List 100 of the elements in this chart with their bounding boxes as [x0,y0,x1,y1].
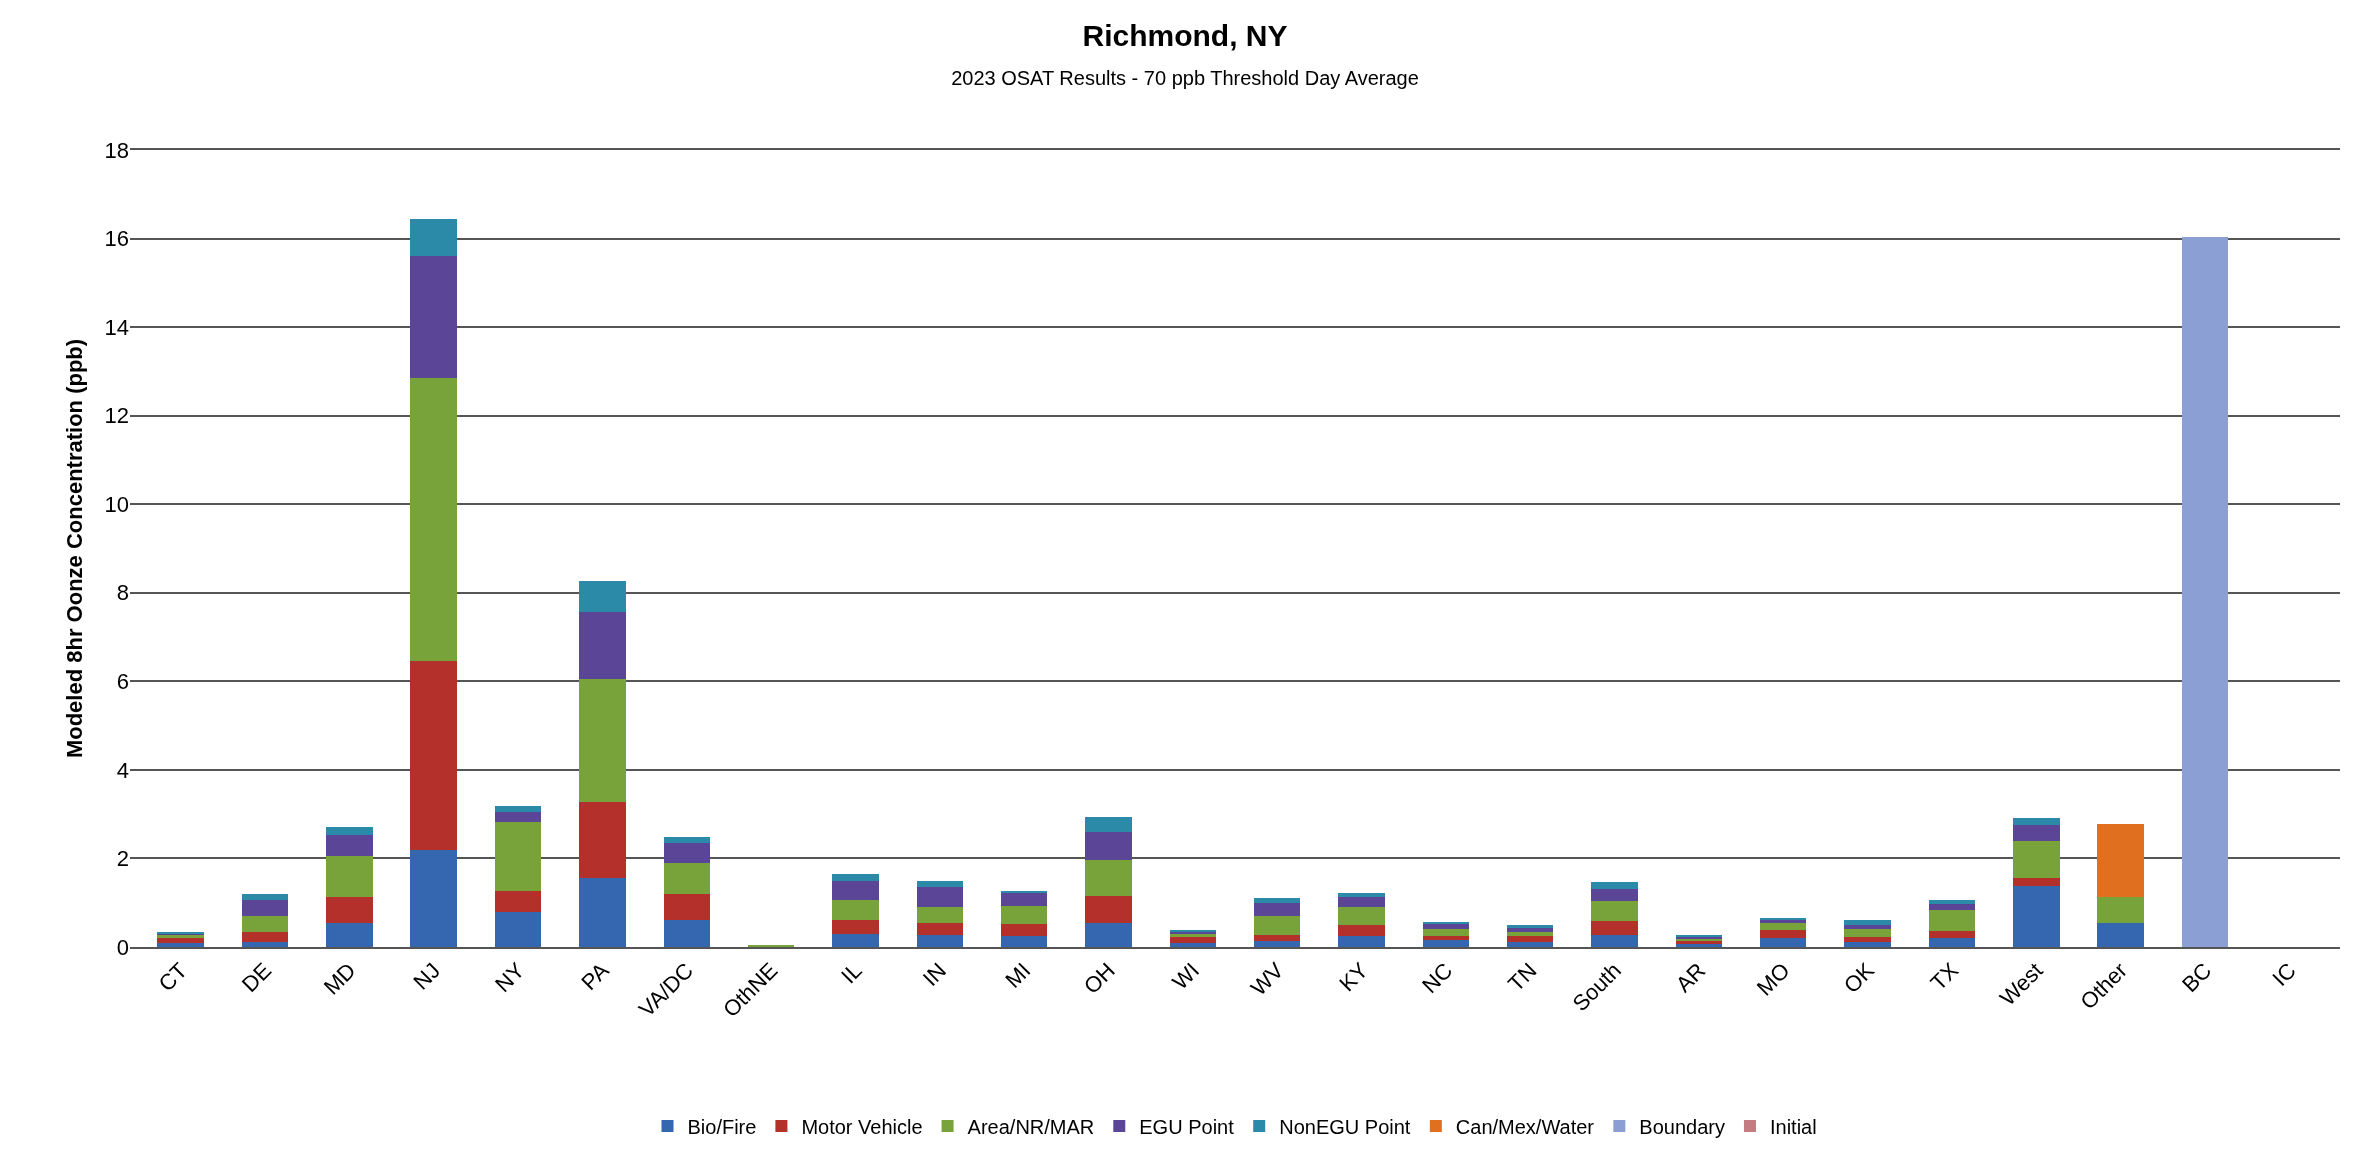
x-tick-label: NJ [408,957,445,995]
bar [1422,929,1470,936]
bar [832,874,879,881]
bar [1085,831,1132,861]
bar [2013,840,2060,878]
bar [1760,929,1807,939]
bar [1928,900,1976,904]
bar [1085,860,1132,896]
bar [1844,941,1891,947]
bar [1000,906,1048,924]
x-tick-label: AR [1670,957,1711,998]
bar [1591,882,1638,890]
y-tick-label: 10 [104,491,129,517]
bar [663,920,710,947]
bar [1591,901,1638,921]
bar [1000,935,1048,947]
x-tick-label: TN [1503,957,1542,997]
x-tick-label: WV [1245,957,1289,1001]
bar [2097,823,2144,897]
bar [916,881,963,888]
x-tick-label: IL [836,957,867,989]
y-axis-title: Modeled 8hr Oonze Concentration (ppb) [62,338,88,759]
bar [1253,940,1301,947]
x-tick-label: PA [576,957,614,996]
bar [2181,237,2229,947]
bar [410,256,457,379]
legend-label: NonEGU Point [1279,1115,1411,1138]
legend-label: Area/NR/MAR [967,1115,1095,1138]
bar [1760,923,1807,930]
bar [832,933,879,947]
chart-title: Richmond, NY [1082,19,1288,53]
bar [494,806,542,812]
bar [832,880,879,901]
bar [663,862,710,894]
y-tick-label: 8 [116,580,129,606]
bar [494,822,542,892]
bar [326,896,373,924]
bar [410,218,457,257]
y-tick-label: 2 [116,846,129,872]
bar [2097,896,2144,924]
x-tick-label: OH [1078,957,1120,999]
x-tick-label: CT [153,957,192,997]
bar [1591,920,1638,935]
bar [1928,909,1976,932]
bar [1169,937,1217,943]
x-tick-label: NC [1417,957,1458,998]
bar [1253,935,1301,941]
bar [2013,877,2060,886]
bar [1085,817,1132,832]
x-tick-label: MI [1000,957,1036,993]
bar [1844,920,1891,925]
bar [663,843,710,863]
x-tick-label: BC [2177,957,2217,998]
legend-label: Can/Mex/Water [1455,1115,1595,1138]
bar [1338,907,1385,925]
x-tick-label: DE [236,957,277,998]
bar [1338,892,1385,898]
legend-label: Motor Vehicle [801,1115,923,1138]
legend-label: Bio/Fire [687,1115,757,1138]
bar [1760,938,1807,947]
bar [579,802,626,878]
x-tick-label: OK [1838,957,1880,998]
bar [326,856,373,897]
bar [410,660,457,851]
bar [2013,817,2060,825]
bar [1422,940,1470,947]
legend-label: EGU Point [1139,1115,1235,1138]
bar [1422,923,1470,930]
bar [916,887,963,908]
x-tick-label: MD [318,957,361,1000]
chart-subtitle: 2023 OSAT Results - 70 ppb Threshold Day Average [951,67,1419,90]
bar [663,837,710,844]
x-tick-label: KY [1334,957,1374,997]
bar [663,893,710,921]
x-tick-label: MO [1751,957,1795,1001]
bar [2097,923,2144,947]
bar [410,378,457,661]
bar [1253,916,1301,936]
bar [1000,892,1048,907]
bar [916,934,963,947]
bar [916,923,963,935]
bar [241,893,289,901]
bar [1253,898,1301,903]
bar [1928,903,1976,910]
bar [916,907,963,924]
bar [494,891,542,912]
y-tick-label: 16 [104,226,129,252]
bar [1844,924,1891,930]
y-tick-label: 18 [104,137,129,163]
bar [494,911,542,947]
bar [1844,929,1891,938]
bar [2013,885,2060,947]
bar [579,877,626,947]
bar [579,612,626,679]
x-tick-label: IN [917,957,952,992]
bar [410,850,457,947]
bar [1338,924,1385,936]
bar [326,834,373,857]
bar [1000,923,1048,936]
bar [832,900,879,921]
